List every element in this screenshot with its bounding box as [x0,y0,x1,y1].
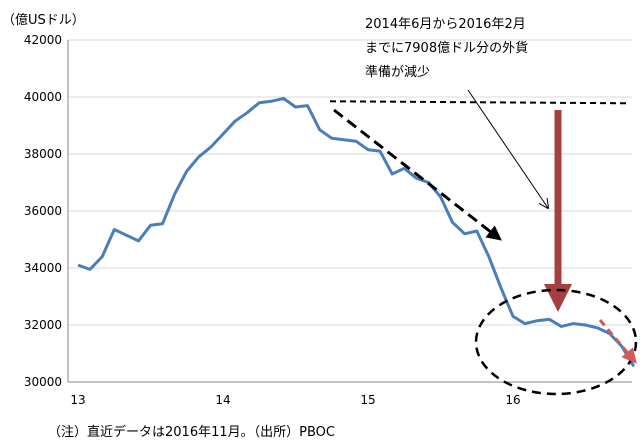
recent-highlight-ellipse [474,288,638,396]
y-tick-labels: 42000 40000 38000 36000 34000 32000 30000 [24,33,62,389]
recent-trend-arrow [598,319,637,364]
x-tick-label: 13 [70,393,85,407]
dashed-level-line [329,100,629,105]
y-tick-label: 42000 [24,33,62,47]
callout-leader [467,89,548,208]
footnote: （注）直近データは2016年11月。（出所）PBOC [48,424,335,440]
y-tick-label: 30000 [24,375,62,389]
reserves-line [77,96,636,368]
y-tick-label: 40000 [24,90,62,104]
y-tick-label: 36000 [24,204,62,218]
y-tick-label: 34000 [24,261,62,275]
x-tick-label: 16 [505,393,520,407]
x-tick-label: 15 [360,393,375,407]
callout-line-3: 準備が減少 [365,64,430,80]
x-tick-labels: 13 14 15 16 [70,393,520,407]
trend-arrow [333,108,502,241]
gridlines [68,39,632,326]
y-unit-label: （億USドル） [2,12,85,28]
y-tick-label: 38000 [24,147,62,161]
x-tick-label: 14 [215,393,230,407]
callout-line-1: 2014年6月から2016年2月 [365,17,526,32]
y-tick-label: 32000 [24,318,62,332]
callout-line-2: までに7908億ドル分の外貨 [365,40,528,56]
